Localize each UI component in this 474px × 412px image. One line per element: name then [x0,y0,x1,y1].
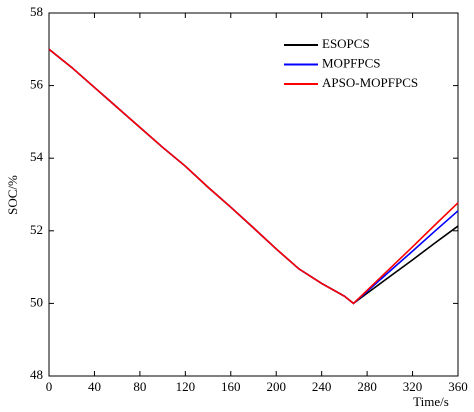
x-tick-label: 120 [176,379,196,394]
legend-label: APSO-MOPFPCS [322,75,418,90]
x-tick-label: 240 [312,379,332,394]
x-tick-label: 0 [46,379,53,394]
legend-label: ESOPCS [322,36,370,51]
x-tick-label: 320 [403,379,423,394]
x-tick-label: 160 [221,379,241,394]
y-tick-label: 54 [30,149,44,164]
y-tick-label: 56 [30,77,44,92]
x-axis-label: Time/s [413,394,449,409]
x-tick-label: 40 [88,379,101,394]
y-axis-label: SOC/% [5,175,20,215]
x-tick-label: 280 [357,379,377,394]
y-tick-label: 58 [30,4,43,19]
plot-frame [48,12,459,377]
x-tick-label: 80 [133,379,146,394]
legend-label: MOPFPCS [322,55,381,70]
x-tick-label: 200 [266,379,286,394]
y-tick-label: 48 [30,367,43,382]
x-tick-label: 360 [448,379,468,394]
y-tick-label: 50 [30,294,43,309]
series-line [48,48,459,305]
y-tick-label: 52 [30,222,43,237]
